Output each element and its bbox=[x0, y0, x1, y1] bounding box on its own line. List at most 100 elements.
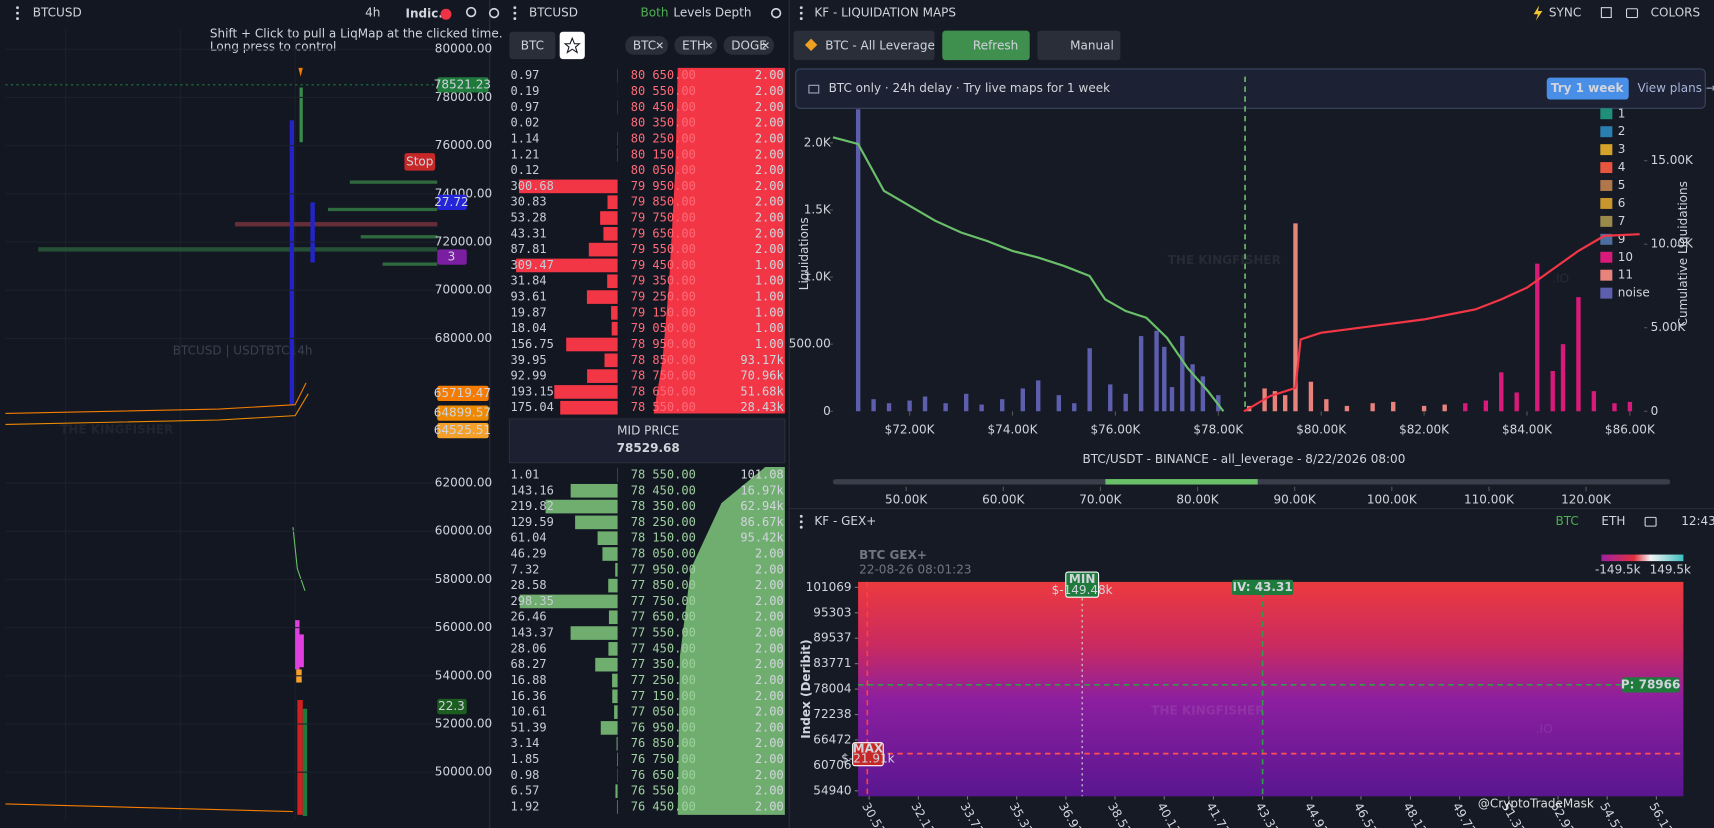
asks-total: 2.00 bbox=[755, 84, 784, 98]
interval[interactable]: 4h bbox=[365, 6, 380, 20]
hint: Shift + Click to pull a LiqMap at the cl… bbox=[210, 26, 503, 40]
indicators[interactable]: Indic. bbox=[406, 7, 443, 21]
y-tick-label: 58000.00 bbox=[435, 572, 492, 586]
liq-bar bbox=[1344, 405, 1350, 412]
asks-price: 78 650.00 bbox=[631, 384, 696, 398]
liq-bar bbox=[922, 396, 928, 412]
bids-size: 61.04 bbox=[510, 531, 546, 545]
refresh-button[interactable] bbox=[942, 30, 1030, 61]
hint: Long press to control bbox=[210, 40, 336, 54]
asset-chip-label: BTC bbox=[633, 38, 656, 52]
asset-chip[interactable] bbox=[625, 36, 668, 55]
asks-price: 78 750.00 bbox=[631, 369, 696, 383]
legend-label: 7 bbox=[1618, 214, 1626, 228]
x-tick-label: $80.00K bbox=[1296, 422, 1347, 436]
nav-tick-label: 120.00K bbox=[1561, 492, 1612, 506]
asks-price: 79 550.00 bbox=[631, 242, 696, 256]
calendar-icon[interactable] bbox=[1600, 7, 1612, 19]
asks-size-bar bbox=[603, 227, 618, 241]
bids-size: 298.35 bbox=[510, 594, 553, 608]
bids-price: 78 050.00 bbox=[631, 547, 696, 561]
menu-icon[interactable] bbox=[513, 6, 517, 21]
search-icon[interactable] bbox=[465, 6, 477, 18]
asks-size-bar bbox=[560, 400, 618, 415]
legend-swatch bbox=[1600, 162, 1613, 174]
leverage-button[interactable] bbox=[793, 30, 935, 61]
mode-tab[interactable]: Levels bbox=[673, 6, 711, 20]
y-tick-label: 70000.00 bbox=[435, 283, 492, 297]
asset-tab[interactable]: BTC bbox=[1555, 514, 1578, 528]
price-tag bbox=[437, 422, 489, 439]
plans-link[interactable]: View plans → bbox=[1637, 81, 1714, 95]
liq-bar bbox=[1087, 348, 1092, 412]
remove-icon bbox=[705, 42, 713, 49]
asks-total: 2.00 bbox=[755, 179, 784, 193]
bids-price: 76 950.00 bbox=[631, 720, 696, 734]
camera-icon[interactable] bbox=[1626, 8, 1639, 19]
colors[interactable]: COLORS bbox=[1651, 6, 1701, 20]
sync[interactable]: SYNC bbox=[1549, 6, 1581, 20]
stop-label: Stop bbox=[406, 154, 433, 168]
price-tag-label: 65719.47 bbox=[434, 386, 491, 400]
indicator-tag-label: 22.3 bbox=[438, 699, 465, 713]
navigator-window[interactable] bbox=[1105, 479, 1258, 485]
asset-chip[interactable] bbox=[674, 36, 718, 55]
camera-icon[interactable] bbox=[1644, 516, 1657, 527]
market-button[interactable] bbox=[509, 31, 556, 60]
nav-tick-label: 100.00K bbox=[1367, 492, 1418, 506]
remove-icon bbox=[656, 42, 663, 49]
y2-tick-label: 15.00K bbox=[1651, 153, 1694, 167]
menu-icon[interactable] bbox=[16, 6, 19, 21]
mode-tab[interactable]: Both bbox=[641, 6, 669, 20]
asks-total: 2.00 bbox=[755, 116, 784, 130]
asks-total: 2.00 bbox=[755, 242, 784, 256]
liq-bar bbox=[1612, 403, 1617, 412]
market-label: BTC bbox=[521, 38, 544, 52]
symbol[interactable]: BTCUSD bbox=[33, 6, 82, 20]
bids-price: 77 350.00 bbox=[631, 657, 696, 671]
cumulative-line bbox=[832, 136, 1225, 412]
bids-total: 2.00 bbox=[755, 594, 784, 608]
bids-total: 16.97k bbox=[740, 483, 784, 497]
asks-price: 80 450.00 bbox=[631, 100, 696, 114]
bids-total: 2.00 bbox=[755, 736, 784, 750]
asks-price: 79 050.00 bbox=[631, 321, 696, 335]
y-tick-label: 60000.00 bbox=[435, 524, 492, 538]
menu-icon[interactable] bbox=[799, 6, 803, 21]
asset-chip[interactable] bbox=[723, 36, 774, 55]
indicator-icon[interactable] bbox=[440, 8, 452, 20]
asset-chips bbox=[625, 36, 774, 55]
bids-total: 2.00 bbox=[755, 610, 784, 624]
bids-total: 2.00 bbox=[755, 768, 784, 782]
bids-price: 78 450.00 bbox=[631, 483, 696, 497]
legend-label: 9 bbox=[1618, 232, 1626, 246]
asks-size: 18.04 bbox=[510, 321, 546, 335]
asks-total: 1.00 bbox=[755, 305, 784, 319]
legend-label: 2 bbox=[1618, 124, 1626, 138]
menu-icon[interactable] bbox=[799, 514, 803, 529]
asks-price: 79 150.00 bbox=[631, 305, 696, 319]
asks-price: 78 550.00 bbox=[631, 400, 696, 414]
trial-button[interactable] bbox=[1546, 77, 1629, 100]
bids-size-bar bbox=[608, 578, 618, 593]
mode-tab[interactable]: Depth bbox=[715, 6, 752, 20]
asset-tab[interactable]: ETH bbox=[1601, 514, 1625, 528]
asks-total: 2.00 bbox=[755, 226, 784, 240]
manual-button[interactable] bbox=[1037, 30, 1121, 61]
bids-price: 78 150.00 bbox=[631, 531, 696, 545]
legend-label: 1 bbox=[1618, 106, 1626, 120]
liq-bar bbox=[871, 399, 876, 412]
x-tick-label: $84.00K bbox=[1502, 422, 1553, 436]
chart-subtitle: 22-08-26 08:01:23 bbox=[859, 562, 971, 576]
asks-size: 0.12 bbox=[510, 163, 539, 177]
liq-bar bbox=[1324, 399, 1329, 412]
legend-swatch bbox=[1600, 215, 1613, 227]
watermark: THE KINGFISHER bbox=[1168, 253, 1282, 267]
settings-icon[interactable] bbox=[770, 7, 782, 19]
asks-total: 51.68k bbox=[740, 384, 784, 398]
bids-size: 143.37 bbox=[510, 626, 553, 640]
favorite-button[interactable] bbox=[559, 31, 585, 60]
asks-size-bar bbox=[600, 211, 618, 225]
settings-icon[interactable] bbox=[488, 7, 500, 19]
